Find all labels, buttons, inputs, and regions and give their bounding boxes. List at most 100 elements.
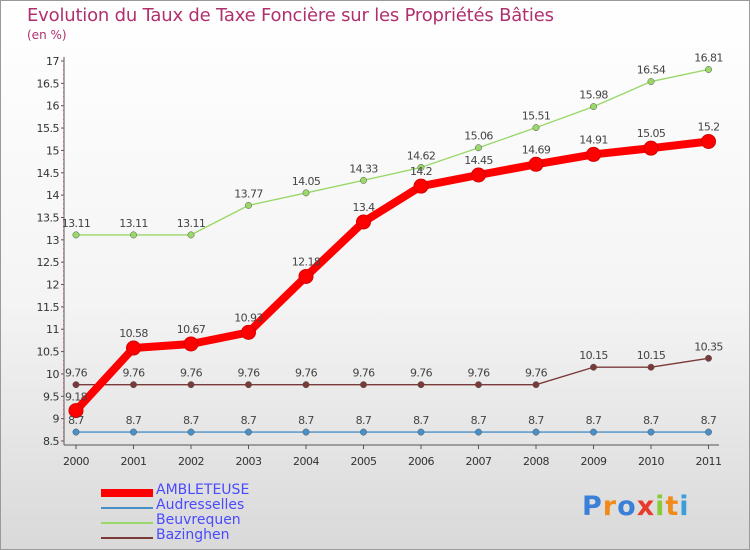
y-tick-label: 9.5 [43,390,59,403]
x-tick-label: 2000 [63,455,89,468]
data-point [302,428,310,436]
x-tick-label: 2005 [351,455,377,468]
x-tick-label: 2004 [293,455,319,468]
data-point [590,103,597,111]
data-label: 9.76 [467,367,490,380]
data-point [532,124,540,132]
data-label: 15.2 [697,120,719,133]
data-label: 9.76 [525,367,548,380]
data-point [705,354,712,362]
data-point [590,428,597,436]
proxiti-logo: Proxiti [582,491,690,522]
legend-label: Audresselles [156,497,245,513]
logo-letter: o [617,491,637,522]
data-point [360,176,367,184]
data-label: 13.11 [62,217,91,230]
data-label: 16.54 [637,64,666,77]
y-tick-label: 11.5 [37,301,60,314]
y-tick-label: 15.5 [37,122,60,135]
data-label: 9.76 [352,367,375,380]
data-point [68,403,84,419]
y-tick-label: 13.5 [37,211,60,224]
data-point [126,340,141,356]
data-label: 8.7 [586,414,602,427]
data-point [72,428,80,436]
x-tick-label: 2011 [696,455,722,468]
legend-swatch [101,522,153,524]
y-tick-label: 11 [46,323,59,336]
data-point [532,381,540,389]
data-point [643,140,659,156]
data-label: 8.7 [126,414,142,427]
data-label: 9.76 [295,367,318,380]
data-point [245,381,252,389]
logo-letter: r [602,491,618,522]
y-tick-label: 16.5 [37,77,60,90]
series-line-beuvrequen [75,68,710,236]
data-point [417,381,425,389]
data-point [241,324,256,340]
data-label: 9.76 [122,367,145,380]
logo-letter: t [665,491,680,522]
data-label: 8.7 [643,414,659,427]
y-tick-label: 8.5 [43,435,59,448]
y-tick-label: 17 [46,55,59,68]
chart-title: Evolution du Taux de Taxe Foncière sur l… [27,5,554,26]
x-tick-label: 2008 [523,455,549,468]
data-label: 8.7 [528,414,544,427]
data-label: 9.76 [180,367,203,380]
data-point [417,428,425,436]
data-label: 9.18 [65,391,88,404]
data-point [413,178,429,194]
data-label: 14.2 [410,165,432,178]
data-point [705,428,712,436]
data-label: 14.62 [407,149,436,162]
logo-letter: P [582,491,603,522]
data-label: 12.18 [292,255,321,268]
y-tick-label: 16 [46,100,59,113]
data-point [360,381,367,389]
data-label: 8.7 [471,414,487,427]
data-label: 15.06 [464,130,493,143]
y-tick-label: 15 [46,144,59,157]
data-point [528,156,544,172]
x-tick-label: 2002 [178,455,204,468]
y-tick-label: 10.5 [37,346,60,359]
y-tick-label: 14 [46,189,59,202]
data-point [72,381,80,389]
data-label: 14.05 [292,175,321,188]
data-point [187,428,195,436]
data-label: 13.11 [177,217,206,230]
data-point [356,214,371,230]
data-label: 10.15 [579,349,608,362]
legend-label: AMBLETEUSE [156,482,250,498]
data-label: 9.76 [65,367,88,380]
data-label: 10.15 [637,349,666,362]
data-label: 14.69 [522,143,551,156]
data-label: 8.7 [413,414,429,427]
data-label: 9.76 [237,367,260,380]
data-label: 13.77 [234,187,263,200]
logo-letter: i [655,491,666,522]
x-tick-label: 2006 [408,455,434,468]
data-point [705,66,712,73]
data-point [302,189,310,197]
x-tick-label: 2009 [581,455,607,468]
y-tick-label: 14.5 [37,167,60,180]
data-point [701,133,716,149]
data-label: 8.7 [298,414,314,427]
data-point [532,428,540,436]
legend-swatch [101,489,153,497]
data-point [298,268,314,284]
x-tick-label: 2001 [121,455,147,468]
data-point [245,428,252,436]
data-label: 9.76 [410,367,433,380]
data-point [647,363,655,371]
data-point [187,381,195,389]
data-point [72,231,80,239]
data-label: 10.58 [119,327,148,340]
x-tick-label: 2010 [638,455,664,468]
legend-swatch [101,507,153,509]
